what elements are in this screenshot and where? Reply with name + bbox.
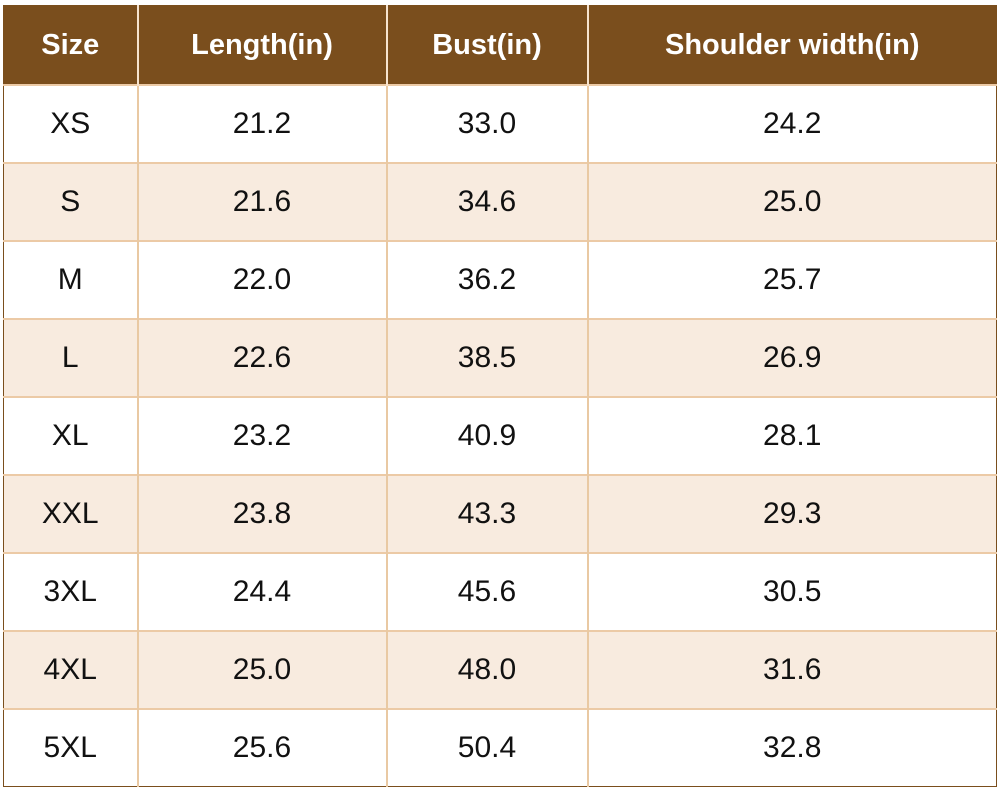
size-cell: L <box>3 318 138 397</box>
size-cell: 5XL <box>3 708 138 787</box>
size-chart-table: Size Length(in) Bust(in) Shoulder width(… <box>3 5 997 787</box>
shoulder-width-cell: 26.9 <box>586 318 997 397</box>
header-length: Length(in) <box>136 5 387 85</box>
length-cell: 25.0 <box>136 630 387 709</box>
table-row: L 22.6 38.5 26.9 <box>3 318 997 397</box>
table-row: 3XL 24.4 45.6 30.5 <box>3 552 997 631</box>
size-cell: 3XL <box>3 552 138 631</box>
bust-cell: 50.4 <box>385 708 588 787</box>
size-cell: S <box>3 162 138 241</box>
table-row: S 21.6 34.6 25.0 <box>3 162 997 241</box>
length-cell: 21.6 <box>136 162 387 241</box>
bust-cell: 33.0 <box>385 84 588 163</box>
length-cell: 23.2 <box>136 396 387 475</box>
size-cell: M <box>3 240 138 319</box>
header-size: Size <box>3 5 138 85</box>
length-cell: 23.8 <box>136 474 387 553</box>
table-row: XXL 23.8 43.3 29.3 <box>3 474 997 553</box>
shoulder-width-cell: 29.3 <box>586 474 997 553</box>
table-row: XL 23.2 40.9 28.1 <box>3 396 997 475</box>
shoulder-width-cell: 31.6 <box>586 630 997 709</box>
size-cell: XS <box>3 84 138 163</box>
size-cell: 4XL <box>3 630 138 709</box>
bust-cell: 48.0 <box>385 630 588 709</box>
shoulder-width-cell: 25.0 <box>586 162 997 241</box>
bust-cell: 40.9 <box>385 396 588 475</box>
size-cell: XXL <box>3 474 138 553</box>
bust-cell: 34.6 <box>385 162 588 241</box>
length-cell: 21.2 <box>136 84 387 163</box>
header-row: Size Length(in) Bust(in) Shoulder width(… <box>3 5 997 85</box>
length-cell: 22.0 <box>136 240 387 319</box>
shoulder-width-cell: 32.8 <box>586 708 997 787</box>
bust-cell: 36.2 <box>385 240 588 319</box>
length-cell: 24.4 <box>136 552 387 631</box>
size-cell: XL <box>3 396 138 475</box>
bust-cell: 38.5 <box>385 318 588 397</box>
table-row: M 22.0 36.2 25.7 <box>3 240 997 319</box>
bust-cell: 45.6 <box>385 552 588 631</box>
shoulder-width-cell: 25.7 <box>586 240 997 319</box>
shoulder-width-cell: 24.2 <box>586 84 997 163</box>
shoulder-width-cell: 28.1 <box>586 396 997 475</box>
length-cell: 22.6 <box>136 318 387 397</box>
length-cell: 25.6 <box>136 708 387 787</box>
table-row: 4XL 25.0 48.0 31.6 <box>3 630 997 709</box>
table-body: XS 21.2 33.0 24.2 S 21.6 34.6 25.0 M 22.0 36.2 25.7… <box>3 84 997 787</box>
table-row: XS 21.2 33.0 24.2 <box>3 84 997 163</box>
shoulder-width-cell: 30.5 <box>586 552 997 631</box>
table-header: Size Length(in) Bust(in) Shoulder width(… <box>3 5 997 85</box>
header-shoulder-width: Shoulder width(in) <box>586 5 997 85</box>
header-bust: Bust(in) <box>385 5 588 85</box>
table-row: 5XL 25.6 50.4 32.8 <box>3 708 997 787</box>
bust-cell: 43.3 <box>385 474 588 553</box>
